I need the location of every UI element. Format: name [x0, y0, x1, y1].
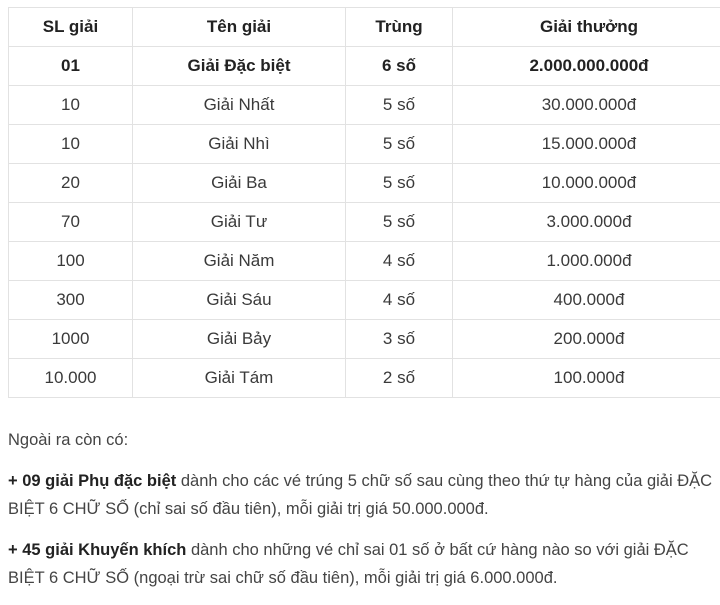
- cell-match: 5 số: [346, 203, 453, 242]
- header-prize-name: Tên giải: [133, 8, 346, 47]
- cell-prize-name: Giải Sáu: [133, 281, 346, 320]
- cell-prize-value: 30.000.000đ: [453, 86, 720, 125]
- note-special-consolation: + 09 giải Phụ đặc biệt dành cho các vé t…: [8, 467, 720, 524]
- cell-match: 4 số: [346, 242, 453, 281]
- cell-match: 5 số: [346, 164, 453, 203]
- cell-quantity: 10.000: [9, 359, 133, 398]
- cell-prize-value: 15.000.000đ: [453, 125, 720, 164]
- cell-prize-value: 1.000.000đ: [453, 242, 720, 281]
- cell-quantity: 300: [9, 281, 133, 320]
- table-header-row: SL giải Tên giải Trùng Giải thưởng: [9, 8, 720, 47]
- cell-prize-name: Giải Ba: [133, 164, 346, 203]
- cell-match: 2 số: [346, 359, 453, 398]
- cell-match: 4 số: [346, 281, 453, 320]
- notes-section: Ngoài ra còn có: + 09 giải Phụ đặc biệt …: [8, 426, 720, 605]
- cell-prize-value: 400.000đ: [453, 281, 720, 320]
- cell-prize-value: 200.000đ: [453, 320, 720, 359]
- cell-match: 5 số: [346, 125, 453, 164]
- note-encouragement: + 45 giải Khuyến khích dành cho những vé…: [8, 536, 720, 593]
- cell-prize-name: Giải Năm: [133, 242, 346, 281]
- header-quantity: SL giải: [9, 8, 133, 47]
- cell-prize-name: Giải Nhì: [133, 125, 346, 164]
- cell-match: 6 số: [346, 47, 453, 86]
- header-prize-value: Giải thưởng: [453, 8, 720, 47]
- cell-prize-name: Giải Tám: [133, 359, 346, 398]
- cell-prize-value: 10.000.000đ: [453, 164, 720, 203]
- cell-quantity: 10: [9, 86, 133, 125]
- cell-quantity: 1000: [9, 320, 133, 359]
- cell-prize-name: Giải Bảy: [133, 320, 346, 359]
- cell-prize-value: 100.000đ: [453, 359, 720, 398]
- note-special-consolation-title: + 09 giải Phụ đặc biệt: [8, 472, 176, 490]
- cell-prize-value: 2.000.000.000đ: [453, 47, 720, 86]
- cell-prize-name: Giải Tư: [133, 203, 346, 242]
- cell-quantity: 10: [9, 125, 133, 164]
- cell-quantity: 20: [9, 164, 133, 203]
- cell-quantity: 100: [9, 242, 133, 281]
- cell-prize-name: Giải Đặc biệt: [133, 47, 346, 86]
- cell-match: 5 số: [346, 86, 453, 125]
- note-encouragement-title: + 45 giải Khuyến khích: [8, 541, 186, 559]
- header-match: Trùng: [346, 8, 453, 47]
- cell-prize-value: 3.000.000đ: [453, 203, 720, 242]
- cell-quantity: 01: [9, 47, 133, 86]
- notes-intro: Ngoài ra còn có:: [8, 426, 720, 455]
- cell-prize-name: Giải Nhất: [133, 86, 346, 125]
- cell-quantity: 70: [9, 203, 133, 242]
- cell-match: 3 số: [346, 320, 453, 359]
